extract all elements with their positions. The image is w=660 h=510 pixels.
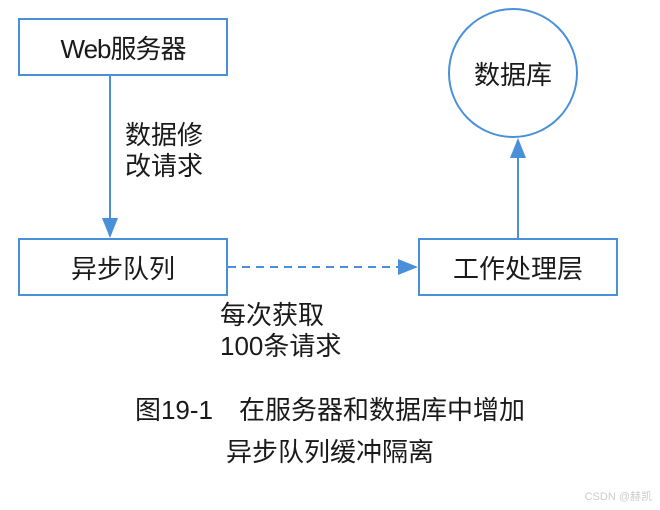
node-worker-layer: 工作处理层 (418, 238, 618, 296)
node-worker-layer-label: 工作处理层 (453, 249, 583, 286)
watermark-text: CSDN @赫凯 (585, 488, 652, 504)
node-database-label: 数据库 (474, 55, 552, 92)
node-web-server-label: Web服务器 (61, 29, 186, 66)
edge-label-ws-to-queue-line1: 数据修 (125, 120, 203, 151)
figure-caption-line2: 异步队列缓冲隔离 (0, 432, 660, 474)
edge-label-queue-to-worker: 每次获取 100条请求 (220, 300, 341, 362)
node-async-queue-label: 异步队列 (71, 249, 175, 286)
edge-label-ws-to-queue-line2: 改请求 (125, 151, 203, 182)
node-async-queue: 异步队列 (18, 238, 228, 296)
edge-label-queue-to-worker-line2: 100条请求 (220, 331, 341, 362)
figure-caption-line1: 图19-1 在服务器和数据库中增加 (0, 390, 660, 432)
edge-label-queue-to-worker-line1: 每次获取 (220, 300, 341, 331)
node-database: 数据库 (448, 8, 578, 138)
edge-label-ws-to-queue: 数据修 改请求 (125, 120, 203, 182)
node-web-server: Web服务器 (18, 18, 228, 76)
figure-caption: 图19-1 在服务器和数据库中增加 异步队列缓冲隔离 (0, 390, 660, 473)
